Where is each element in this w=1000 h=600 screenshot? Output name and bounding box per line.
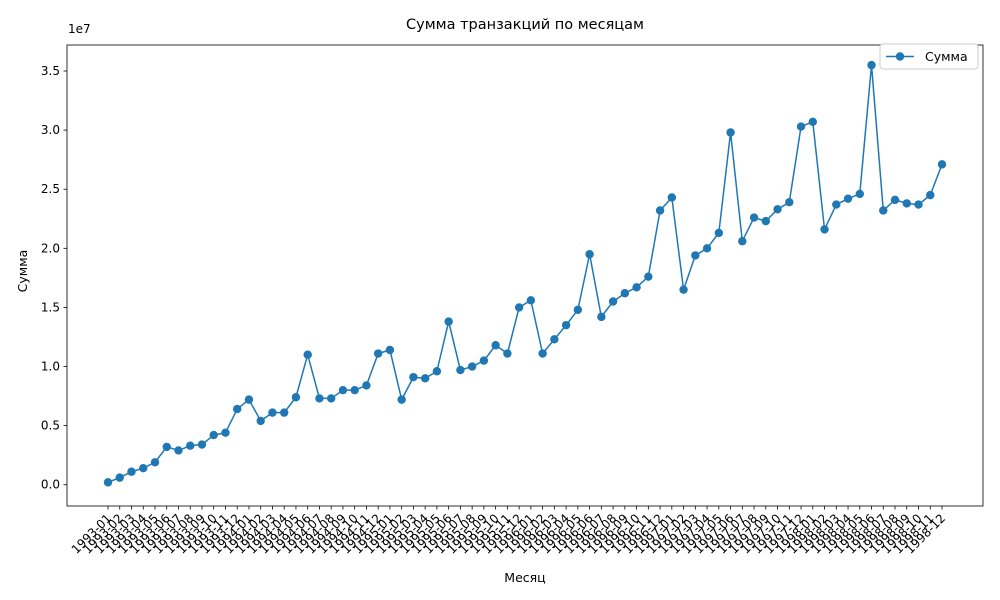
plot-area: 0.00.51.01.52.02.53.03.51993-011993-0219… (41, 44, 984, 557)
data-point (832, 200, 841, 209)
data-point (362, 381, 371, 390)
data-point (867, 60, 876, 70)
data-point (561, 320, 571, 330)
data-point (127, 467, 136, 476)
data-point (103, 478, 113, 487)
data-point (843, 194, 853, 203)
data-point (608, 297, 618, 306)
data-point (420, 374, 430, 383)
data-point (503, 349, 512, 358)
data-point (115, 473, 124, 482)
data-point (679, 285, 688, 294)
data-point (326, 394, 336, 403)
data-point (338, 385, 348, 395)
data-point (632, 283, 641, 292)
y-tick-label: 2.5 (41, 182, 60, 196)
data-point (644, 272, 653, 281)
data-point (139, 463, 148, 473)
data-point (902, 199, 911, 208)
data-point (761, 216, 771, 226)
data-point (597, 312, 606, 322)
y-tick-label: 0.5 (41, 419, 60, 433)
data-point (409, 372, 418, 382)
data-point (197, 440, 207, 449)
data-point (926, 190, 935, 200)
data-point (303, 350, 312, 359)
data-point (738, 237, 747, 246)
data-point (256, 416, 265, 426)
data-point (749, 213, 759, 222)
data-point (444, 317, 453, 326)
data-point (291, 393, 301, 402)
data-point (820, 225, 829, 234)
data-point (491, 341, 500, 350)
data-point (702, 244, 712, 253)
data-point (667, 193, 677, 202)
y-tick-label: 3.0 (41, 123, 60, 137)
data-point (937, 160, 947, 169)
data-point (244, 395, 254, 404)
data-point (538, 349, 547, 358)
data-point (691, 251, 700, 260)
data-point (714, 228, 724, 238)
data-point (573, 305, 583, 314)
data-point (385, 345, 395, 355)
data-point (479, 356, 489, 365)
data-point (186, 441, 195, 450)
data-point (174, 446, 183, 455)
data-point (808, 117, 817, 127)
data-point (209, 430, 218, 440)
data-point (773, 205, 782, 214)
data-point (526, 296, 536, 305)
data-point (315, 394, 324, 403)
x-axis-label: Месяц (504, 570, 545, 585)
data-point (279, 408, 289, 417)
data-point (373, 349, 383, 358)
y-axis-label: Сумма (15, 250, 30, 293)
legend: Сумма (879, 43, 979, 70)
data-point (467, 362, 477, 371)
data-point (914, 200, 923, 209)
legend-box (879, 43, 979, 70)
plot-frame (66, 44, 984, 507)
data-point (855, 189, 864, 199)
y-tick-label: 3.5 (41, 64, 60, 78)
legend-marker (895, 52, 905, 61)
y-tick-label: 1.0 (41, 360, 60, 374)
data-point (655, 206, 665, 215)
data-point (890, 195, 900, 205)
data-point (785, 198, 794, 207)
data-point (268, 408, 277, 417)
chart-title: Сумма транзакций по месяцам (406, 17, 644, 33)
series-line (107, 64, 943, 484)
data-point (150, 458, 160, 467)
y-tick-label: 0.0 (41, 478, 60, 492)
data-point (432, 367, 442, 376)
y-offset-text: 1e7 (68, 22, 91, 36)
data-point (726, 128, 735, 137)
data-point (350, 385, 359, 395)
data-point (456, 365, 465, 375)
data-point (620, 289, 630, 298)
data-point (233, 404, 242, 414)
data-point (514, 303, 524, 312)
y-tick-label: 2.0 (41, 241, 60, 255)
data-point (879, 206, 888, 215)
y-tick-label: 1.5 (41, 300, 60, 314)
data-point (550, 335, 559, 344)
legend-label: Сумма (925, 49, 968, 64)
data-point (221, 428, 230, 437)
data-point (796, 122, 806, 131)
data-point (585, 250, 594, 259)
data-point (162, 442, 171, 452)
data-point (397, 395, 406, 404)
